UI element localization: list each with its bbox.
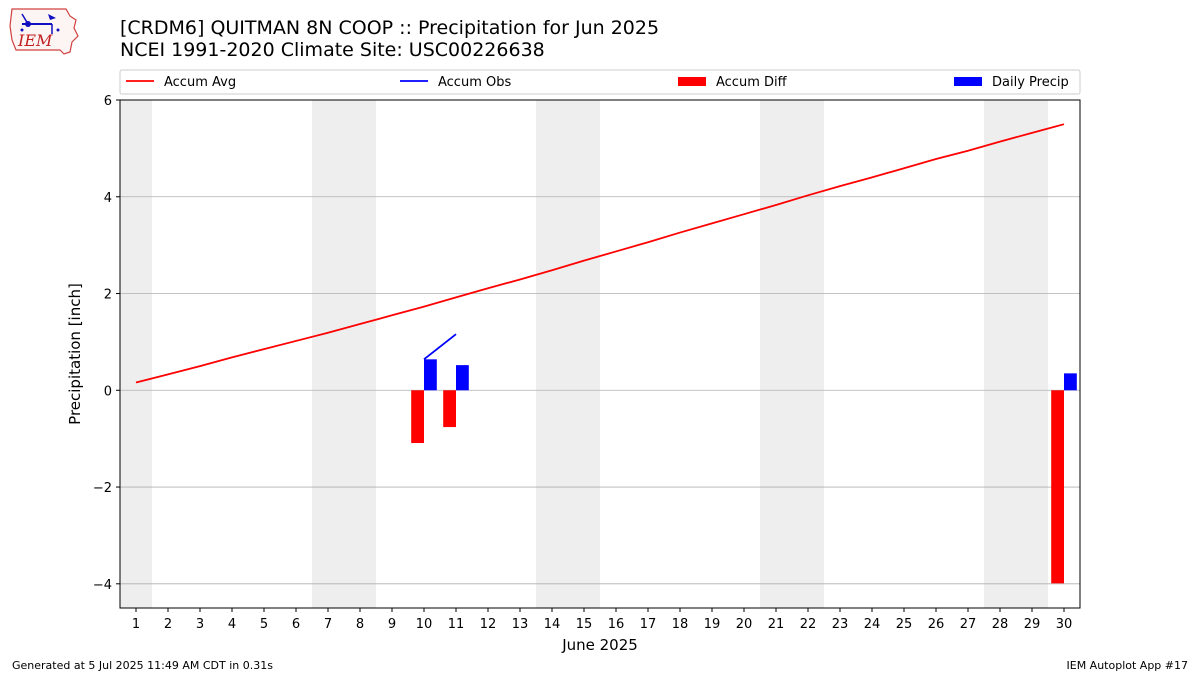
x-tick-label: 29 [1024,617,1041,632]
accum-avg-line [135,123,1065,384]
accum-diff-bar-11 [443,390,456,428]
weekend-shade-15 [568,100,600,608]
legend-label-0: Accum Avg [164,75,236,90]
y-tick-label: 6 [104,94,112,109]
daily-precip-bar-30 [1064,373,1077,391]
x-tick-label: 17 [640,617,657,632]
chart-title: [CRDM6] QUITMAN 8N COOP :: Precipitation… [120,17,660,39]
x-tick-label: 5 [260,617,268,632]
x-tick-label: 2 [164,617,172,632]
legend-swatch-3 [954,77,982,86]
x-tick-label: 10 [416,617,433,632]
x-tick-label: 27 [960,617,977,632]
x-axis-label: June 2025 [561,636,638,654]
app-label: IEM Autoplot App #17 [1066,659,1189,672]
legend-label-3: Daily Precip [992,75,1069,90]
legend-box [119,69,1081,95]
accum-diff-bar-30 [1051,390,1064,584]
x-tick-label: 13 [512,617,529,632]
x-tick-label: 23 [832,617,849,632]
x-tick-label: 18 [672,617,689,632]
daily-precip-bar-10 [424,359,437,391]
weekend-shade-14 [536,100,568,608]
iem-logo: IEM [8,6,80,58]
x-tick-label: 3 [196,617,204,632]
weekend-shade-28 [984,100,1016,608]
x-tick-label: 26 [928,617,945,632]
x-tick-label: 14 [544,617,561,632]
weekend-shade-22 [792,100,824,608]
x-tick-label: 30 [1056,617,1073,632]
x-tick-label: 8 [356,617,364,632]
y-tick-label: 4 [104,191,112,206]
generated-timestamp: Generated at 5 Jul 2025 11:49 AM CDT in … [12,659,273,672]
weekend-shade-8 [344,100,376,608]
x-tick-label: 11 [448,617,465,632]
weekend-shade-7 [312,100,344,608]
x-tick-label: 28 [992,617,1009,632]
y-tick-label: −4 [93,578,112,593]
weekend-shade-1 [120,100,152,608]
x-tick-label: 21 [768,617,785,632]
accum-diff-bar-10 [411,390,424,444]
x-tick-label: 16 [608,617,625,632]
y-tick-label: 0 [104,384,112,399]
x-tick-label: 24 [864,617,881,632]
logo-text: IEM [17,31,53,50]
x-tick-label: 22 [800,617,817,632]
plot-frame [119,99,1081,609]
weekend-shade-29 [1016,100,1048,608]
x-tick-label: 4 [228,617,236,632]
x-tick-label: 20 [736,617,753,632]
legend-label-1: Accum Obs [438,75,511,90]
x-tick-label: 19 [704,617,721,632]
x-tick-label: 9 [388,617,396,632]
y-axis-label: Precipitation [inch] [66,283,84,425]
legend-swatch-2 [678,77,706,86]
y-tick-label: 2 [104,288,112,303]
chart-subtitle: NCEI 1991-2020 Climate Site: USC00226638 [120,39,545,61]
x-tick-label: 1 [132,617,140,632]
weekend-shade-21 [760,100,792,608]
accum-obs-line [423,333,457,361]
y-tick-label: −2 [93,481,112,496]
x-tick-label: 6 [292,617,300,632]
legend-label-2: Accum Diff [716,75,788,90]
daily-precip-bar-11 [456,365,469,391]
x-tick-label: 12 [480,617,497,632]
x-tick-label: 25 [896,617,913,632]
x-tick-label: 7 [324,617,332,632]
x-tick-label: 15 [576,617,593,632]
